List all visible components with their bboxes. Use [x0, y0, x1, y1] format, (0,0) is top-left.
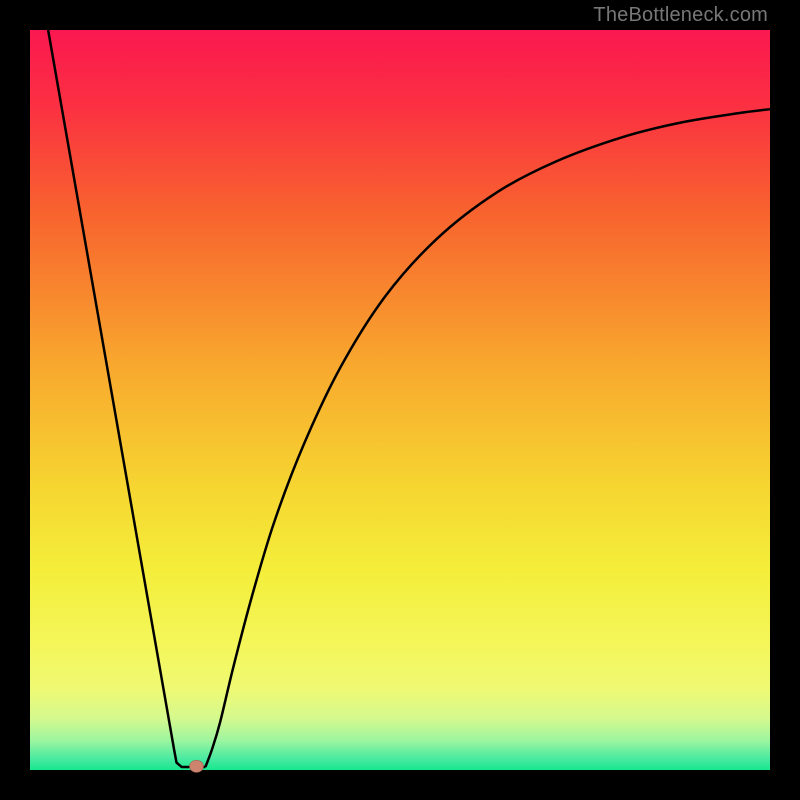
bottleneck-chart	[0, 0, 800, 800]
minimum-marker	[190, 760, 204, 772]
chart-plot-area	[30, 30, 770, 770]
watermark-text: TheBottleneck.com	[593, 4, 768, 27]
chart-container: { "watermark": "TheBottleneck.com", "cha…	[0, 0, 800, 800]
